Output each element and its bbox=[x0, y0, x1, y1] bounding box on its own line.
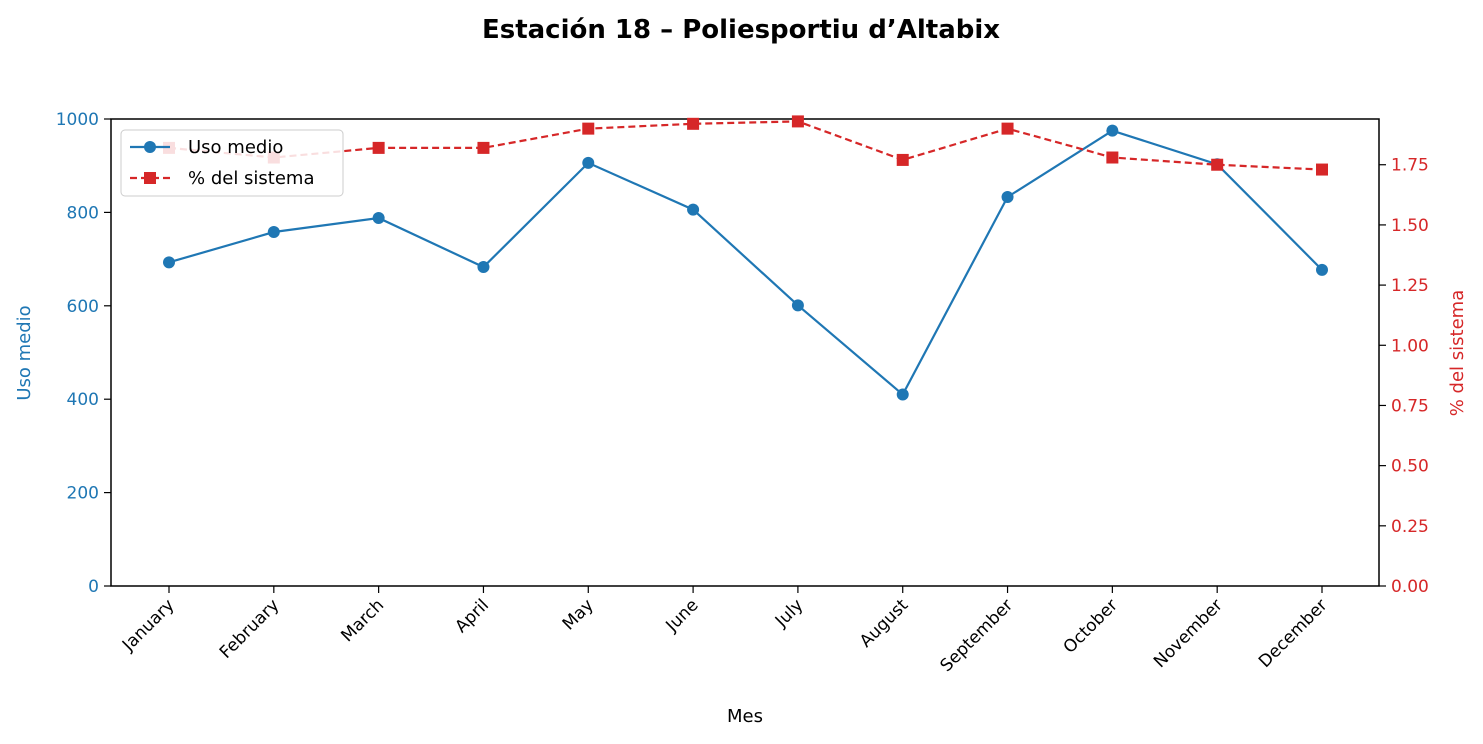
series-line-2 bbox=[168, 120, 1323, 171]
x-tick-label: March bbox=[337, 595, 388, 646]
data-point bbox=[1316, 263, 1328, 276]
chart-title: Estación 18 – Poliesportiu d’Altabix bbox=[482, 15, 1000, 45]
y-right-tick-label: 0.75 bbox=[1391, 396, 1429, 416]
data-point bbox=[477, 141, 490, 154]
y-right-tick-label: 1.50 bbox=[1391, 216, 1429, 236]
data-point bbox=[267, 226, 280, 239]
y-right-tick-label: 0.50 bbox=[1391, 457, 1429, 477]
legend-label: Uso medio bbox=[188, 137, 283, 158]
y-left-tick-label: 200 bbox=[67, 484, 99, 504]
data-point bbox=[477, 261, 490, 274]
y-right-tick-label: 1.75 bbox=[1391, 156, 1429, 176]
x-tick-label: July bbox=[771, 595, 807, 631]
y-right-tick-label: 1.00 bbox=[1391, 336, 1429, 356]
x-axis-label: Mes bbox=[727, 706, 763, 727]
data-point bbox=[1001, 122, 1014, 135]
x-tick-label: May bbox=[559, 595, 598, 634]
data-point bbox=[372, 141, 385, 154]
legend-marker bbox=[144, 172, 156, 184]
y-left-tick-label: 400 bbox=[67, 390, 99, 410]
y-left-tick-label: 1000 bbox=[56, 110, 99, 130]
x-tick-label: October bbox=[1060, 595, 1122, 657]
y-left-tick-label: 600 bbox=[67, 297, 99, 317]
y-left-tick-label: 0 bbox=[88, 577, 99, 597]
x-tick-label: April bbox=[451, 595, 493, 637]
data-point bbox=[791, 115, 804, 128]
y-right-tick-label: 1.25 bbox=[1391, 276, 1429, 296]
data-point bbox=[896, 153, 909, 166]
data-point bbox=[372, 212, 385, 225]
x-tick-label: February bbox=[216, 595, 283, 662]
x-tick-label: June bbox=[662, 595, 703, 636]
y-left-axis-label: Uso medio bbox=[14, 305, 35, 400]
legend-label: % del sistema bbox=[188, 168, 315, 189]
x-tick-label: January bbox=[118, 595, 178, 655]
data-point bbox=[791, 299, 804, 312]
plot-frame bbox=[110, 118, 1380, 587]
y-right-axis-label: % del sistema bbox=[1447, 290, 1468, 417]
data-point bbox=[687, 203, 700, 216]
data-point bbox=[582, 156, 595, 169]
y-right-tick-label: 0.25 bbox=[1391, 517, 1429, 537]
legend: Uso medio % del sistema bbox=[120, 129, 344, 197]
x-tick-label: August bbox=[856, 595, 912, 651]
data-point bbox=[1211, 158, 1224, 171]
x-tick-label: November bbox=[1150, 595, 1227, 672]
data-point bbox=[163, 256, 175, 269]
data-point bbox=[687, 117, 700, 130]
x-tick-label: December bbox=[1255, 595, 1331, 671]
data-point bbox=[1001, 190, 1014, 203]
legend-marker bbox=[144, 141, 156, 153]
x-tick-label: September bbox=[936, 595, 1017, 676]
y-left-tick-label: 800 bbox=[67, 203, 99, 223]
data-point bbox=[1316, 163, 1328, 176]
data-point bbox=[1106, 151, 1119, 164]
y-right-tick-label: 0.00 bbox=[1391, 577, 1429, 597]
data-point bbox=[582, 122, 595, 135]
data-point bbox=[896, 388, 909, 401]
series-line-1 bbox=[168, 129, 1323, 397]
legend-box bbox=[120, 129, 344, 197]
data-point bbox=[1106, 124, 1119, 137]
